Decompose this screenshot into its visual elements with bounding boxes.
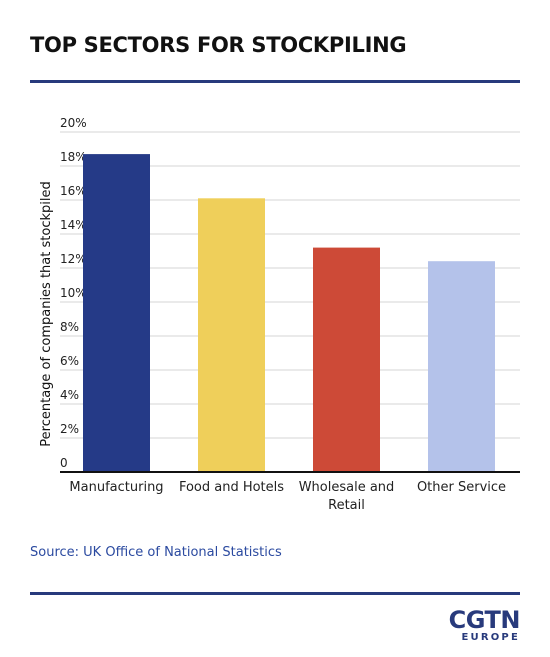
x-tick-label: Manufacturing (69, 480, 163, 495)
y-tick-label: 16% (60, 184, 87, 198)
y-tick-label: 20% (60, 116, 87, 130)
x-tick-labels: Manufacturing Food and Hotels Wholesale an… (69, 480, 506, 513)
bar (313, 247, 380, 472)
y-tick-label: 2% (60, 422, 79, 436)
y-tick-label: 4% (60, 388, 79, 402)
chart-title: TOP SECTORS FOR STOCKPILING (30, 33, 407, 57)
bar (428, 261, 495, 472)
y-tick-label: 10% (60, 286, 87, 300)
bars (83, 154, 495, 473)
y-tick-label: 18% (60, 150, 87, 164)
y-axis-label: Percentage of companies that stockpiled (39, 181, 54, 446)
cgtn-logo: CGTN EUROPE (448, 606, 521, 644)
y-tick-label: 6% (60, 354, 79, 368)
x-tick-label: Food and Hotels (179, 480, 284, 495)
bar-chart: 0 2% 4% 6% 8% 10% 12% 14% 16% 18% 20% Manufacturin… (39, 116, 520, 513)
y-tick-label: 8% (60, 320, 79, 334)
bar (198, 198, 265, 473)
x-tick-label: Other Service (417, 480, 506, 495)
bottom-divider (30, 592, 520, 595)
logo-sub-text: EUROPE (461, 632, 520, 643)
top-divider (30, 80, 520, 83)
y-tick-label: 12% (60, 252, 87, 266)
y-tick-labels: 0 2% 4% 6% 8% 10% 12% 14% 16% 18% 20% (60, 116, 87, 470)
bar (83, 154, 150, 472)
logo-main-text: CGTN (448, 606, 521, 634)
y-tick-label: 14% (60, 218, 87, 232)
y-tick-label: 0 (60, 456, 68, 470)
x-tick-label: Wholesale and Retail (299, 480, 395, 513)
source-note: Source: UK Office of National Statistics (30, 545, 282, 560)
